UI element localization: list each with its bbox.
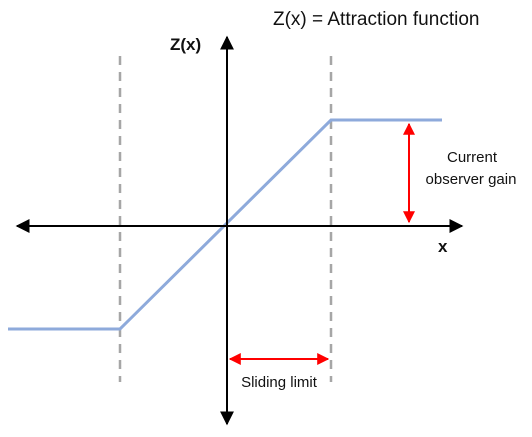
y-axis-label: Z(x)	[170, 35, 201, 54]
attraction-curve	[8, 118, 442, 331]
diagram-title: Z(x) = Attraction function	[273, 9, 479, 30]
observer-gain-label-line1: Current	[447, 149, 498, 166]
sliding-limit-label: Sliding limit	[241, 374, 318, 391]
x-axis-label: x	[438, 237, 448, 256]
observer-gain-label-line2: observer gain	[426, 171, 517, 188]
